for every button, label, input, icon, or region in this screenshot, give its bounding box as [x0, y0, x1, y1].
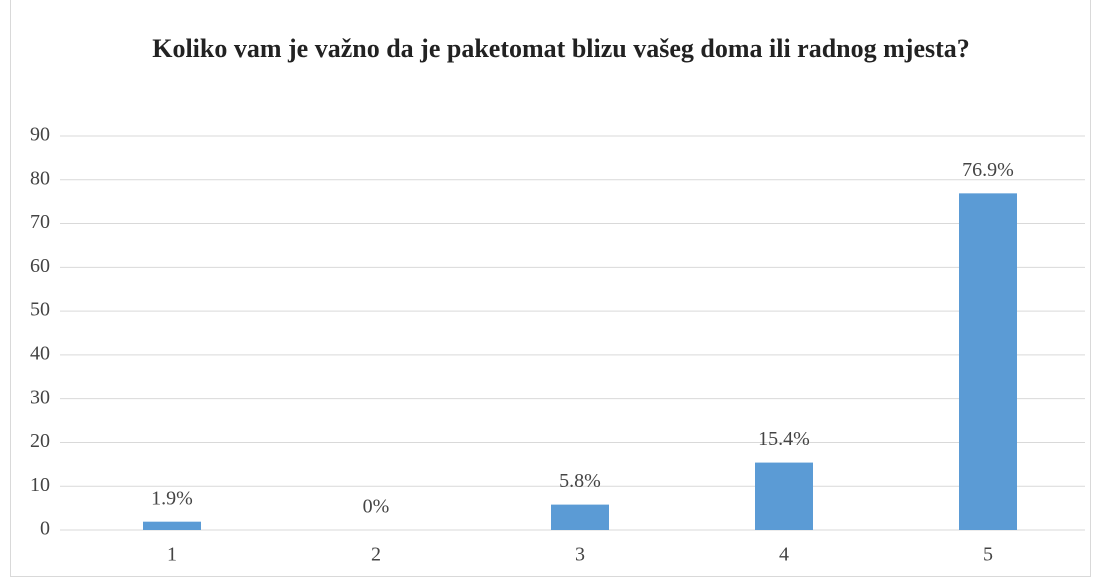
- y-tick-label: 0: [40, 518, 50, 540]
- chart-title: Koliko vam je važno da je paketomat bliz…: [152, 34, 970, 63]
- bar: [755, 462, 813, 530]
- y-tick-label: 80: [30, 167, 50, 189]
- chart-frame: [10, 0, 1091, 577]
- y-tick-label: 10: [30, 474, 50, 496]
- y-tick-label: 20: [30, 430, 50, 452]
- x-tick-label: 2: [371, 544, 381, 566]
- x-tick-label: 3: [575, 544, 585, 566]
- y-tick-label: 70: [30, 211, 50, 233]
- y-tick-label: 30: [30, 386, 50, 408]
- y-tick-label: 90: [30, 124, 50, 146]
- data-label: 1.9%: [151, 487, 193, 509]
- bar: [959, 193, 1017, 531]
- y-tick-label: 40: [30, 342, 50, 364]
- data-label: 0%: [363, 496, 390, 518]
- y-tick-label: 50: [30, 299, 50, 321]
- data-label: 15.4%: [758, 428, 810, 450]
- bar: [143, 521, 201, 530]
- data-label: 76.9%: [962, 159, 1014, 181]
- x-tick-label: 1: [167, 544, 177, 566]
- y-tick-label: 60: [30, 255, 50, 277]
- x-tick-label: 5: [983, 544, 993, 566]
- bar: [551, 504, 609, 530]
- x-tick-label: 4: [779, 544, 789, 566]
- data-label: 5.8%: [559, 470, 601, 492]
